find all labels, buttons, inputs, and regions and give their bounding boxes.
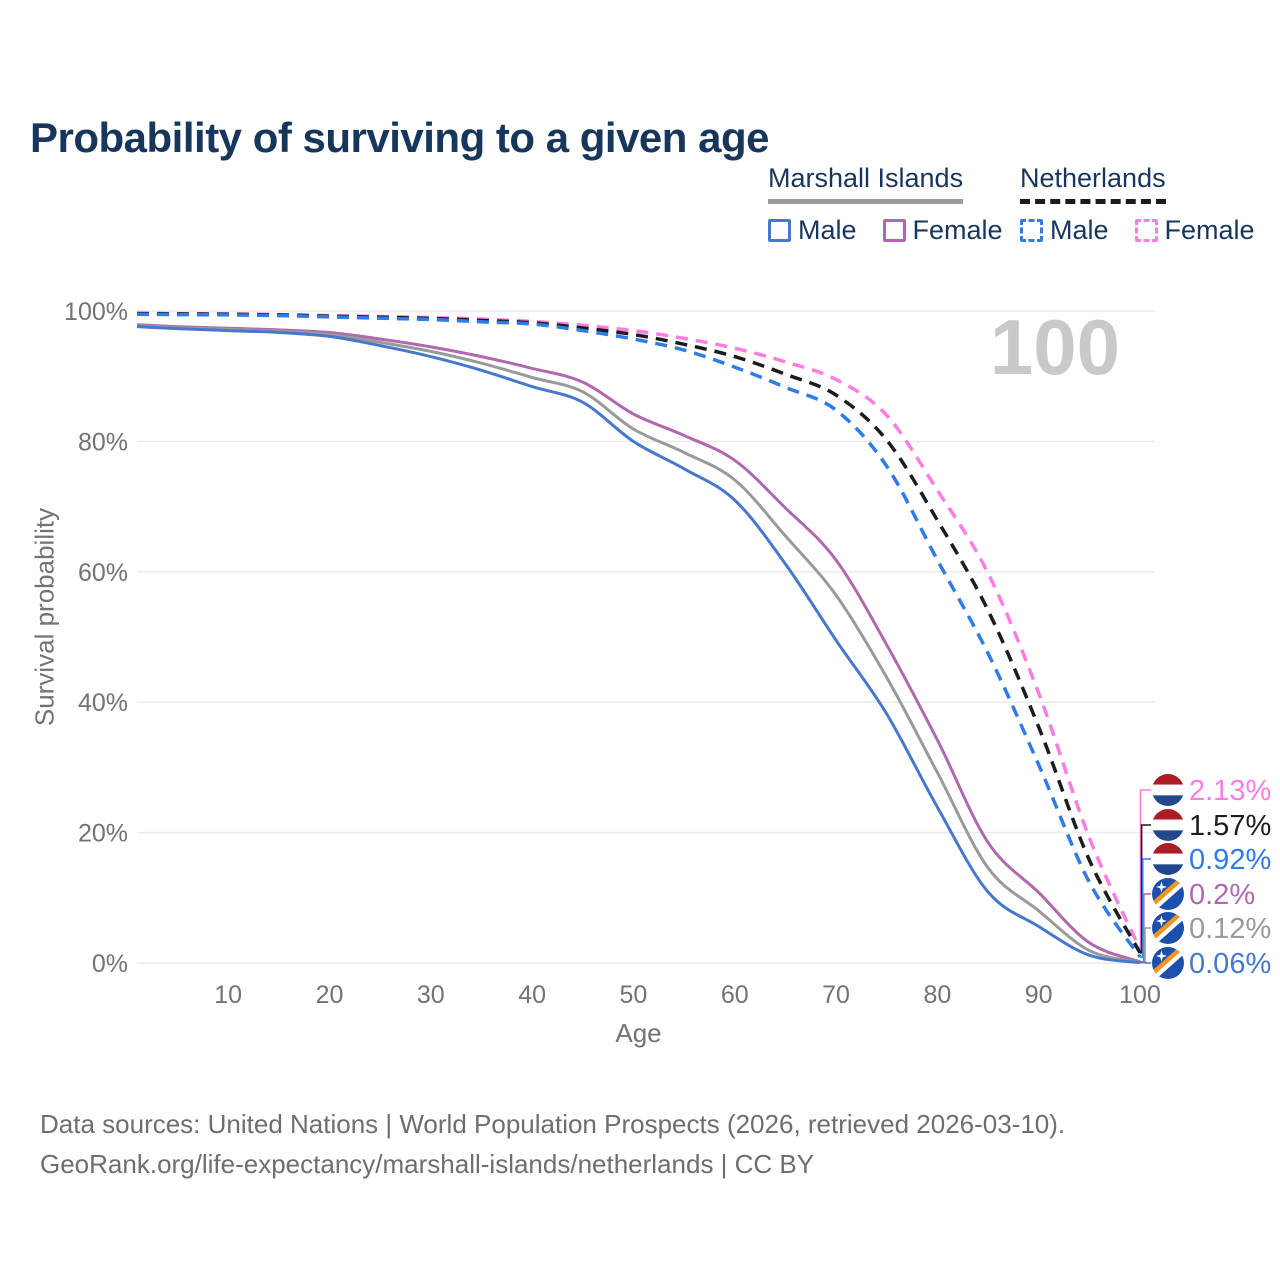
y-tick-label: 60% [78, 559, 128, 587]
legend-item-netherlands-male[interactable]: Male [1020, 215, 1109, 246]
legend-item-label: Male [798, 215, 857, 245]
x-tick-label: 80 [923, 981, 951, 1009]
footer: Data sources: United Nations | World Pop… [40, 1104, 1065, 1184]
x-tick-label: 30 [417, 981, 445, 1009]
y-tick-label: 100% [64, 298, 128, 326]
footer-attribution: GeoRank.org/life-expectancy/marshall-isl… [40, 1149, 815, 1179]
legend-group-netherlands: Netherlands Male Female [1020, 163, 1255, 246]
x-tick-label: 20 [316, 981, 344, 1009]
flag-icon-mh-marshall-islands-female [1152, 878, 1184, 910]
survival-chart: 0% 20% 40% 60% 80% 100% 100 10 20 30 40 50 60 70 80 90 1… [64, 298, 1271, 1048]
end-value-label-netherlands-both-sexes: 1.57% [1189, 810, 1271, 842]
x-tick-label: 50 [620, 981, 648, 1009]
x-tick-label: 40 [518, 981, 546, 1009]
legend-item-label: Male [1050, 215, 1109, 245]
legend-item-marshall-islands-male[interactable]: Male [768, 215, 857, 246]
x-tick-label: 60 [721, 981, 749, 1009]
x-tick-label: 100 [1119, 981, 1161, 1009]
flag-icon-nl-netherlands-both-sexes [1152, 809, 1184, 841]
x-axis-title: Age [615, 1018, 661, 1048]
x-tick-label: 10 [214, 981, 242, 1009]
y-tick-label: 40% [78, 689, 128, 717]
y-tick-label: 20% [78, 820, 128, 848]
flag-icon-mh-marshall-islands-both-sexes [1152, 912, 1184, 944]
flag-icon-nl-netherlands-male [1152, 843, 1184, 875]
flag-icon-nl-netherlands-female [1152, 774, 1184, 806]
footer-data-sources: Data sources: United Nations | World Pop… [40, 1109, 1066, 1139]
legend-swatch-netherlands-male-icon [1020, 219, 1043, 242]
legend-swatch-marshall-islands-male-icon [768, 219, 791, 242]
legend-item-marshall-islands-female[interactable]: Female [882, 215, 1003, 246]
legend-item-label: Female [1164, 215, 1255, 245]
end-connector-netherlands-female [1139, 789, 1151, 950]
y-tick-label: 0% [92, 950, 128, 978]
end-value-label-marshall-islands-female: 0.2% [1189, 879, 1255, 911]
legend-header-marshall-islands: Marshall Islands [768, 163, 964, 204]
series-line-netherlands-male [136, 312, 1142, 958]
x-tick-label: 70 [822, 981, 850, 1009]
flag-icon-mh-marshall-islands-male [1152, 947, 1184, 979]
watermark-age-100: 100 [990, 303, 1120, 391]
series-line-netherlands-both-sexes [136, 311, 1142, 954]
y-axis-title: Survival probability [29, 507, 60, 727]
series-line-netherlands-female [136, 311, 1142, 950]
legend-item-netherlands-female[interactable]: Female [1134, 215, 1255, 246]
legend-item-label: Female [912, 215, 1003, 245]
legend-group-marshall-islands: Marshall Islands Male Female [768, 163, 1003, 246]
end-connector-netherlands-male [1140, 858, 1151, 958]
end-value-label-marshall-islands-both-sexes: 0.12% [1189, 913, 1271, 945]
legend-swatch-netherlands-female-icon [1134, 219, 1158, 242]
series-line-marshall-islands-both-sexes [136, 324, 1141, 964]
end-connector-netherlands-both-sexes [1140, 824, 1151, 954]
end-value-label-netherlands-male: 0.92% [1189, 844, 1271, 876]
legend-swatch-marshall-islands-female-icon [882, 219, 906, 242]
x-tick-label: 90 [1025, 981, 1053, 1009]
legend-header-netherlands: Netherlands [1020, 163, 1166, 204]
series-line-marshall-islands-female [136, 323, 1141, 964]
page-title: Probability of surviving to a given age [30, 114, 769, 162]
chart-area: 0% 20% 40% 60% 80% 100% 100 10 20 30 40 50 60 70 80 90 1… [0, 270, 1280, 1070]
end-value-label-netherlands-female: 2.13% [1189, 775, 1271, 807]
series-line-marshall-islands-male [136, 325, 1141, 965]
end-value-label-marshall-islands-male: 0.06% [1189, 948, 1271, 980]
y-tick-label: 80% [78, 428, 128, 456]
